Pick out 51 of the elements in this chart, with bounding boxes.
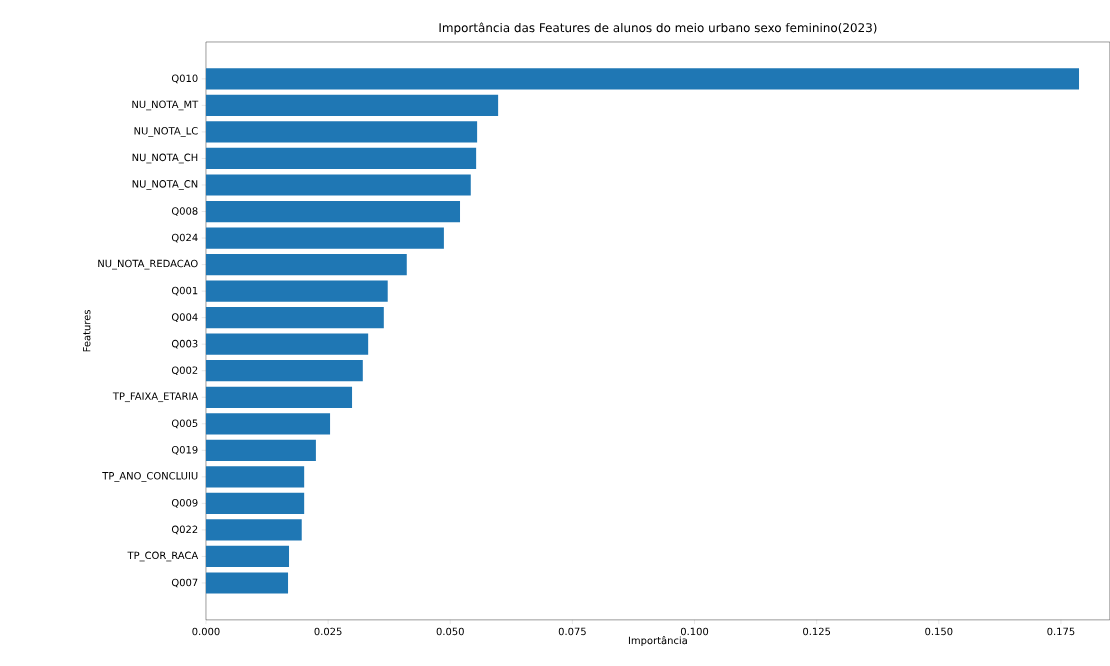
y-tick-label: TP_FAIXA_ETARIA [112,392,199,403]
bar [205,386,353,408]
x-tick-label: 0.025 [314,627,342,636]
bar [205,280,388,302]
bar [205,572,289,594]
y-tick-label: Q024 [171,233,198,243]
y-tick-label: NU_NOTA_MT [132,100,199,111]
bar [205,333,369,355]
bar [205,545,290,568]
x-tick-label: 0.150 [925,627,953,636]
x-axis-title: Importância [628,636,687,647]
bar [205,519,302,541]
bar [205,227,444,249]
x-tick-label: 0.100 [680,627,709,636]
bar [205,200,461,223]
y-axis-title: Features [83,310,91,352]
chart-title: Importância das Features de alunos do meio urbano sexo feminino(2023) [439,22,877,35]
bar [205,94,499,117]
bar [205,254,407,276]
bar [205,413,331,435]
y-tick-label: Q009 [171,499,198,508]
bar [205,307,384,329]
x-tick-label: 0.175 [1047,627,1075,636]
y-tick-label: Q010 [171,74,198,84]
y-tick-label: Q007 [171,578,198,588]
bar [205,147,477,170]
x-tick-label: 0.050 [436,627,464,636]
y-tick-label: NU_NOTA_REDACAO [98,259,198,270]
y-tick-label: NU_NOTA_CN [132,180,198,190]
y-tick-label: TP_ANO_CONCLUIU [102,472,198,482]
y-tick-label: Q022 [171,525,198,535]
x-tick-label: 0.125 [803,627,831,636]
y-tick-label: Q008 [171,207,198,216]
bar [205,174,471,196]
y-tick-label: Q019 [171,446,198,455]
bar [205,121,478,143]
bar [205,492,305,515]
y-tick-label: TP_COR_RACA [127,551,199,562]
y-tick-label: Q004 [171,313,198,323]
bar [205,439,316,461]
bar [205,68,1080,90]
x-tick-label: 0.000 [192,627,220,636]
y-tick-label: Q003 [171,339,198,349]
x-tick-label: 0.075 [558,627,586,636]
y-tick-label: Q001 [171,286,198,296]
y-tick-label: Q005 [171,419,198,429]
bar [205,466,305,488]
bar [205,360,363,382]
y-tick-label: NU_NOTA_LC [134,127,198,137]
y-tick-label: NU_NOTA_CH [132,153,198,164]
y-tick-label: Q002 [171,366,198,376]
